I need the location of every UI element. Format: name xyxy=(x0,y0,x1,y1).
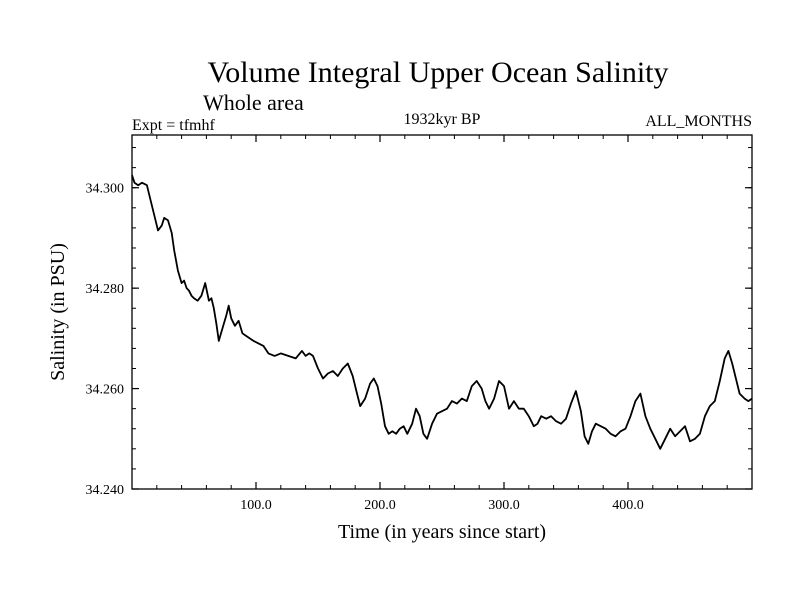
salinity-series-line xyxy=(131,174,753,450)
x-tick-label: 100.0 xyxy=(240,498,272,513)
tick-labels: 100.0 200.0 300.0 400.0 34.240 34.260 34.280 34… xyxy=(86,182,644,513)
chart-subtitle: Whole area xyxy=(203,90,304,115)
axes xyxy=(131,134,753,490)
months-label: ALL_MONTHS xyxy=(645,113,752,130)
period-label: 1932kyr BP xyxy=(404,111,481,128)
x-tick-label: 200.0 xyxy=(364,498,396,513)
y-tick-label: 34.260 xyxy=(86,383,125,398)
y-tick-label: 34.300 xyxy=(86,182,125,197)
plot-frame xyxy=(131,134,753,490)
series-layer xyxy=(131,174,753,450)
x-tick-label: 400.0 xyxy=(612,498,644,513)
x-axis-label: Time (in years since start) xyxy=(338,521,546,543)
y-axis-label: Salinity (in PSU) xyxy=(47,243,69,381)
y-tick-label: 34.280 xyxy=(86,282,125,297)
chart-title: Volume Integral Upper Ocean Salinity xyxy=(208,56,669,89)
x-tick-label: 300.0 xyxy=(488,498,520,513)
experiment-label: Expt = tfmhf xyxy=(132,117,215,134)
ticks xyxy=(132,135,752,490)
y-tick-label: 34.240 xyxy=(86,483,125,498)
